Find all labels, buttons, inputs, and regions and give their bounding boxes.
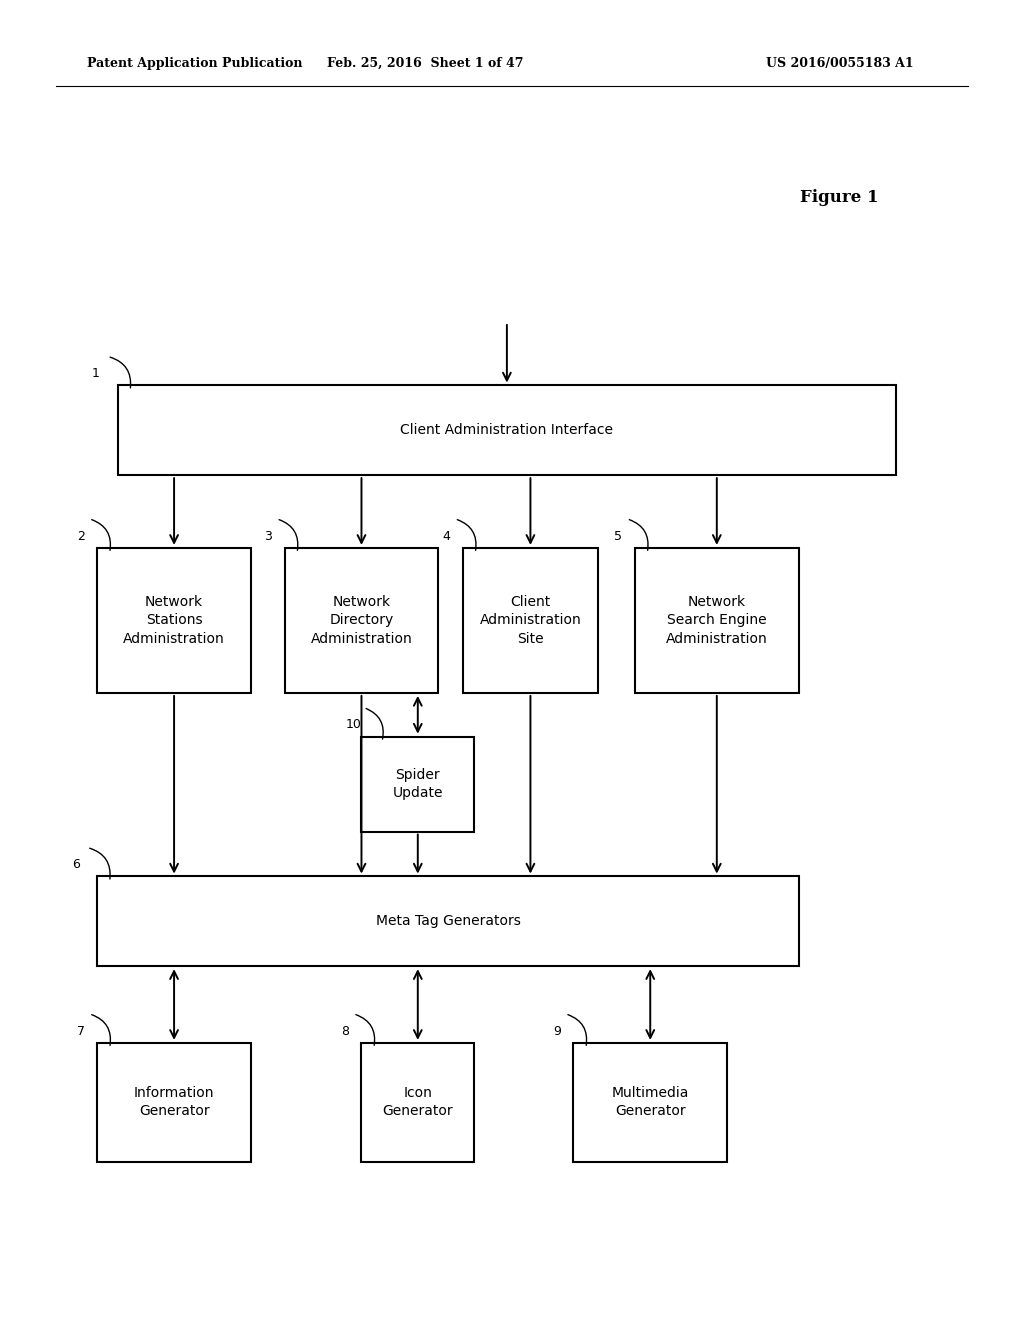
Text: 9: 9 (553, 1024, 561, 1038)
Text: 7: 7 (77, 1024, 85, 1038)
Bar (361, 737, 474, 832)
Bar (97, 548, 251, 693)
Bar (97, 1043, 251, 1162)
Text: Figure 1: Figure 1 (801, 190, 879, 206)
Text: 8: 8 (341, 1024, 349, 1038)
Text: 5: 5 (614, 529, 623, 543)
Text: Network
Directory
Administration: Network Directory Administration (310, 595, 413, 645)
Bar (463, 548, 598, 693)
Text: 6: 6 (72, 858, 80, 871)
Bar (573, 1043, 727, 1162)
Text: 4: 4 (442, 529, 451, 543)
Bar (635, 548, 799, 693)
Text: US 2016/0055183 A1: US 2016/0055183 A1 (766, 57, 913, 70)
Bar (285, 548, 438, 693)
Text: Network
Stations
Administration: Network Stations Administration (123, 595, 225, 645)
Text: 1: 1 (92, 367, 100, 380)
Text: Client Administration Interface: Client Administration Interface (400, 424, 613, 437)
Text: Feb. 25, 2016  Sheet 1 of 47: Feb. 25, 2016 Sheet 1 of 47 (327, 57, 523, 70)
Text: Meta Tag Generators: Meta Tag Generators (376, 915, 520, 928)
Text: Network
Search Engine
Administration: Network Search Engine Administration (666, 595, 768, 645)
Text: Information
Generator: Information Generator (134, 1086, 214, 1118)
Bar (361, 1043, 474, 1162)
Text: 3: 3 (264, 529, 272, 543)
Bar (97, 876, 799, 966)
Text: Spider
Update: Spider Update (392, 768, 443, 800)
Text: Icon
Generator: Icon Generator (383, 1086, 453, 1118)
Text: 10: 10 (346, 718, 362, 731)
Bar (118, 385, 896, 475)
Text: Client
Administration
Site: Client Administration Site (479, 595, 582, 645)
Text: Patent Application Publication: Patent Application Publication (87, 57, 302, 70)
Text: Multimedia
Generator: Multimedia Generator (611, 1086, 689, 1118)
Text: 2: 2 (77, 529, 85, 543)
